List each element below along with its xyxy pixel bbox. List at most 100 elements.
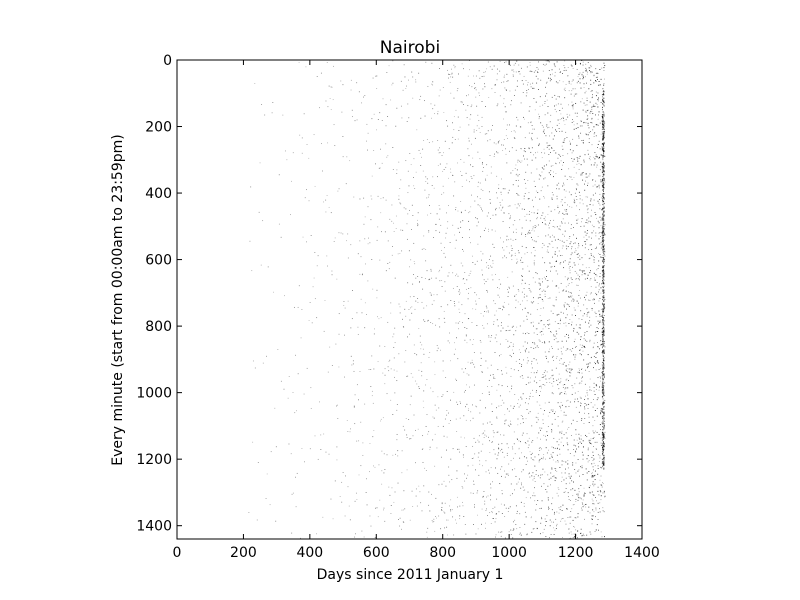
heatmap-cell (573, 328, 575, 330)
heatmap-cell (465, 335, 467, 337)
heatmap-cell (390, 399, 392, 401)
heatmap-cell (350, 89, 352, 91)
heatmap-cell (367, 280, 369, 282)
heatmap-cell (477, 181, 479, 183)
heatmap-cell (574, 356, 576, 358)
heatmap-cell (570, 489, 572, 491)
heatmap-cell (574, 112, 576, 114)
heatmap-cell (602, 137, 604, 140)
heatmap-cell (511, 469, 513, 471)
heatmap-cell (604, 65, 606, 67)
heatmap-cell (476, 492, 478, 494)
heatmap-cell (507, 288, 508, 290)
heatmap-cell (460, 170, 461, 172)
heatmap-cell (557, 273, 559, 275)
heatmap-cell (496, 79, 498, 81)
heatmap-cell (552, 497, 554, 499)
heatmap-cell (588, 88, 590, 90)
heatmap-cell (545, 82, 547, 84)
heatmap-cell (428, 279, 430, 281)
heatmap-cell (596, 156, 598, 158)
heatmap-cell (583, 346, 585, 347)
heatmap-cell (535, 470, 537, 472)
heatmap-cell (587, 407, 589, 409)
heatmap-cell (601, 121, 603, 123)
heatmap-cell (599, 320, 601, 322)
heatmap-cell (533, 240, 535, 242)
heatmap-cell (460, 211, 462, 213)
heatmap-cell (563, 241, 565, 243)
heatmap-cell (603, 180, 605, 182)
heatmap-cell (544, 342, 546, 344)
heatmap-cell (585, 70, 587, 71)
heatmap-cell (602, 161, 604, 163)
heatmap-cell (521, 484, 522, 486)
heatmap-cell (418, 369, 420, 371)
heatmap-cell (597, 502, 599, 504)
heatmap-cell (385, 125, 387, 127)
heatmap-cell (531, 239, 533, 241)
heatmap-cell (343, 301, 345, 302)
heatmap-cell (560, 378, 562, 380)
heatmap-cell (510, 529, 511, 531)
heatmap-cell (597, 76, 599, 78)
heatmap-cell (522, 432, 524, 434)
heatmap-cell (342, 233, 344, 235)
heatmap-cell (597, 346, 599, 348)
heatmap-cell (542, 532, 544, 534)
heatmap-cell (455, 209, 457, 211)
heatmap-cell (496, 407, 497, 409)
heatmap-cell (593, 230, 594, 232)
heatmap-cell (599, 84, 601, 86)
heatmap-cell (478, 435, 480, 437)
heatmap-cell (329, 98, 331, 99)
heatmap-cell (544, 375, 546, 377)
heatmap-cell (361, 102, 363, 104)
heatmap-cell (591, 248, 593, 250)
heatmap-cell (600, 484, 602, 486)
heatmap-cell (522, 83, 524, 85)
heatmap-cell (478, 120, 480, 122)
heatmap-cell (591, 71, 593, 73)
heatmap-cell (430, 294, 432, 296)
heatmap-cell (602, 341, 604, 343)
heatmap-cell (549, 411, 551, 413)
heatmap-cell (601, 462, 603, 465)
heatmap-cell (347, 233, 349, 235)
heatmap-cell (547, 213, 549, 215)
heatmap-cell (591, 90, 593, 92)
heatmap-cell (512, 224, 514, 226)
heatmap-cell (568, 237, 570, 239)
heatmap-cell (428, 431, 430, 433)
heatmap-cell (590, 442, 592, 444)
heatmap-cell (585, 180, 586, 182)
heatmap-cell (469, 229, 470, 231)
heatmap-cell (590, 292, 592, 294)
heatmap-cell (601, 328, 603, 330)
heatmap-cell (536, 71, 538, 73)
heatmap-cell (582, 499, 584, 501)
heatmap-cell (551, 197, 553, 199)
heatmap-cell (591, 472, 593, 474)
heatmap-cell (586, 436, 588, 438)
heatmap-cell (452, 224, 454, 226)
heatmap-cell (554, 335, 556, 337)
heatmap-cell (601, 227, 603, 229)
heatmap-cell (526, 90, 528, 91)
heatmap-cell (254, 367, 256, 369)
heatmap-cell (602, 240, 604, 243)
heatmap-cell (325, 451, 327, 453)
heatmap-cell (581, 218, 583, 220)
heatmap-cell (338, 313, 340, 315)
heatmap-cell (599, 157, 600, 158)
heatmap-cell (399, 312, 401, 314)
heatmap-cell (593, 503, 595, 505)
heatmap-cell (505, 135, 507, 137)
heatmap-cell (393, 357, 395, 359)
heatmap-cell (522, 415, 523, 417)
heatmap-cell (603, 350, 605, 352)
heatmap-cell (587, 222, 589, 224)
heatmap-cell (571, 385, 573, 387)
heatmap-cell (503, 249, 505, 251)
heatmap-cell (595, 286, 597, 288)
